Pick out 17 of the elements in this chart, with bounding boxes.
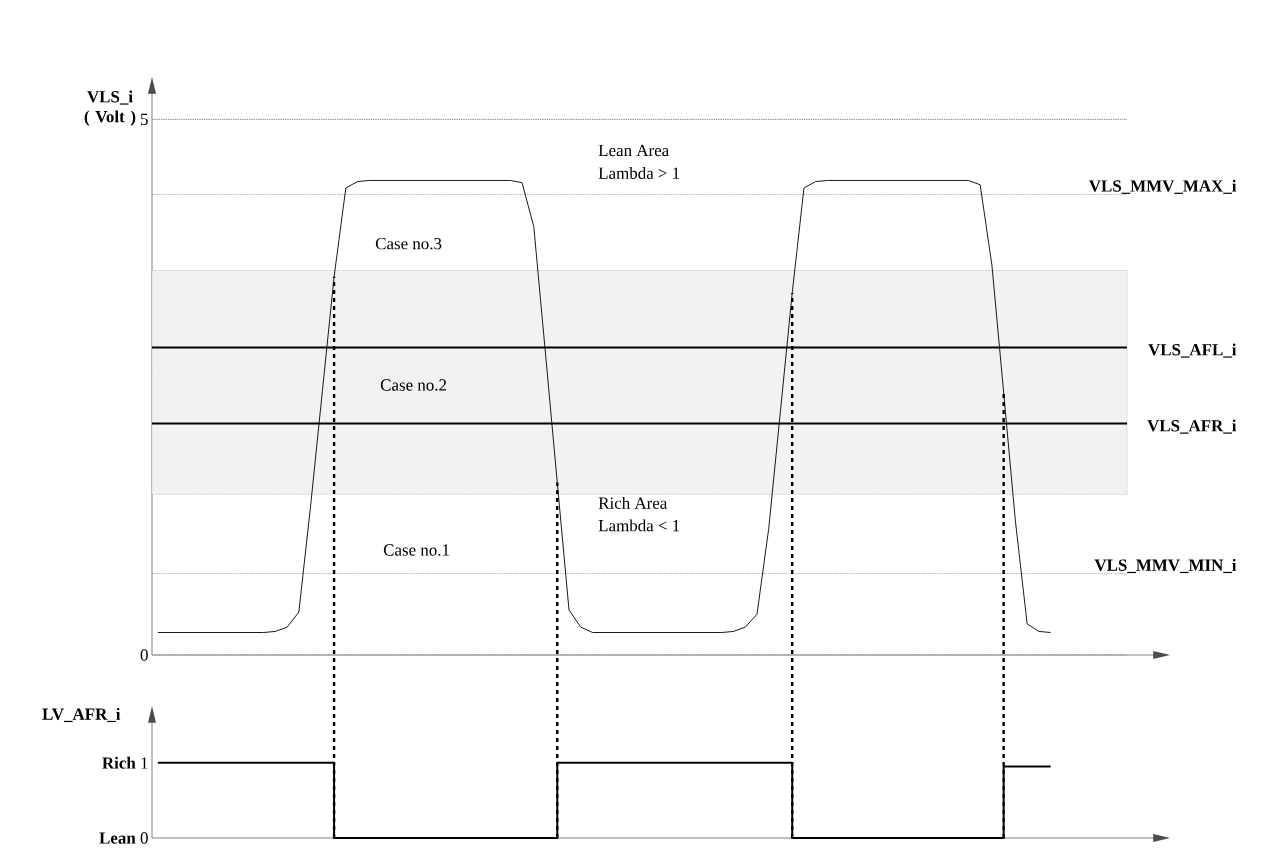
annotation: Lambda > 1 [598, 167, 680, 179]
y-axis-title: LV_AFR_i [42, 707, 121, 723]
y-tick-label: 0 [140, 649, 148, 661]
ref-line-label: VLS_AFR_i [1147, 419, 1237, 434]
y-axis-title: VLS_i ( Volt ) [84, 90, 136, 126]
annotation: Case no.2 [380, 379, 447, 391]
annotation: Case no.1 [383, 544, 449, 556]
ref-line-label: VLS_AFL_i [1148, 343, 1237, 358]
y-tick-label: Rich 1 [102, 756, 148, 769]
annotation: Lambda < 1 [598, 519, 680, 532]
annotation: Rich Area [598, 496, 668, 509]
y-tick-label: Lean 0 [99, 832, 148, 844]
y-tick-label: 5 [141, 113, 148, 126]
ref-line-label: VLS_MMV_MAX_i [1088, 179, 1237, 194]
ref-line-label: VLS_MMV_MIN_i [1094, 558, 1237, 574]
annotation: Case no.3 [375, 237, 442, 250]
annotation: Lean Area [598, 144, 669, 157]
